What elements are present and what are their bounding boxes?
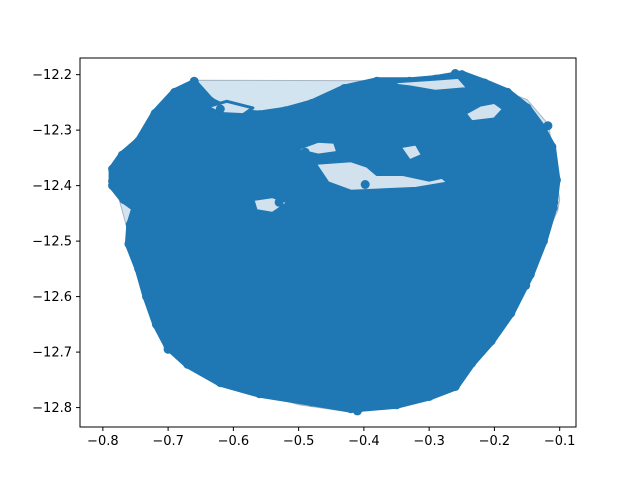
- scatter-point: [307, 99, 317, 108]
- scatter-point: [547, 142, 557, 152]
- scatter-point: [183, 359, 193, 369]
- x-tick-label: −0.3: [413, 434, 445, 449]
- scatter-point: [483, 92, 493, 102]
- uncovered-region: [398, 142, 425, 163]
- uncovered-region: [375, 75, 470, 93]
- scatter-point: [522, 103, 532, 113]
- scatter-point: [125, 220, 135, 229]
- scatter-point: [215, 378, 225, 388]
- scatter-points-layer: [108, 70, 561, 414]
- x-tick-label: −0.1: [544, 434, 576, 449]
- scatter-point: [551, 175, 561, 185]
- scatter-point: [352, 406, 362, 416]
- scatter-point: [424, 392, 434, 401]
- scatter-point: [119, 195, 129, 204]
- scatter-point: [339, 84, 349, 93]
- scatter-point: [274, 197, 284, 207]
- x-tick-label: −0.2: [479, 434, 511, 449]
- scatter-point: [392, 400, 401, 410]
- scatter-point: [108, 164, 118, 174]
- y-tick-label: −12.8: [32, 401, 72, 416]
- x-tick-label: −0.4: [348, 434, 380, 449]
- scatter-point: [503, 87, 512, 97]
- scatter-point: [480, 78, 490, 88]
- scatter-point: [117, 150, 127, 160]
- point-cloud: [108, 70, 561, 413]
- y-tick-label: −12.3: [32, 124, 72, 139]
- scatter-point: [486, 336, 496, 346]
- scatter-point: [151, 319, 161, 329]
- y-tick-label: −12.4: [32, 179, 72, 194]
- scatter-point: [136, 267, 146, 277]
- scatter-point: [450, 382, 460, 391]
- scatter-point: [525, 269, 535, 279]
- scatter-point: [454, 370, 463, 380]
- scatter-point: [300, 147, 310, 157]
- scatter-point: [543, 121, 553, 131]
- scatter-point: [360, 180, 370, 189]
- x-tick-label: −0.5: [283, 434, 315, 449]
- scatter-point: [255, 110, 264, 120]
- scatter-point: [189, 76, 199, 86]
- plot-frame: [79, 57, 577, 428]
- scatter-point: [421, 164, 431, 174]
- outlier-points-layer: [108, 69, 559, 416]
- scatter-point: [317, 398, 326, 408]
- y-tick-label: −12.2: [32, 68, 72, 83]
- scatter-point: [170, 87, 180, 97]
- scatter-point: [124, 239, 134, 249]
- scatter-point: [450, 69, 460, 78]
- y-tick-label: −12.5: [32, 235, 72, 250]
- uncovered-region: [313, 159, 451, 193]
- scatter-point: [108, 176, 118, 186]
- uncovered-region: [463, 100, 506, 124]
- scatter-point: [150, 109, 160, 118]
- scatter-point: [467, 358, 477, 368]
- scatter-point: [281, 106, 291, 116]
- y-axis: −12.2 −12.3 −12.4 −12.5 −12.6 −12.7 −12.8: [32, 68, 80, 416]
- scatter-point: [202, 95, 212, 105]
- scatter-point: [215, 104, 225, 114]
- scatter-point: [307, 397, 317, 407]
- scatter-point: [538, 236, 548, 246]
- y-tick-label: −12.7: [32, 346, 72, 361]
- scatter-point: [255, 389, 264, 399]
- x-tick-label: −0.8: [87, 434, 119, 449]
- x-axis: −0.8 −0.7 −0.6 −0.5 −0.4 −0.3 −0.2 −0.1: [87, 427, 575, 449]
- x-tick-label: −0.6: [218, 434, 250, 449]
- scatter-point: [549, 197, 559, 207]
- scatter-point: [142, 292, 152, 302]
- y-tick-label: −12.6: [32, 290, 72, 305]
- scatter-point: [131, 203, 140, 213]
- scatter-point: [518, 279, 528, 289]
- x-tick-label: −0.7: [152, 434, 184, 449]
- scatter-point: [388, 77, 398, 87]
- scatter-point: [506, 308, 516, 318]
- scatter-point: [163, 344, 173, 354]
- scatter-point: [134, 136, 144, 146]
